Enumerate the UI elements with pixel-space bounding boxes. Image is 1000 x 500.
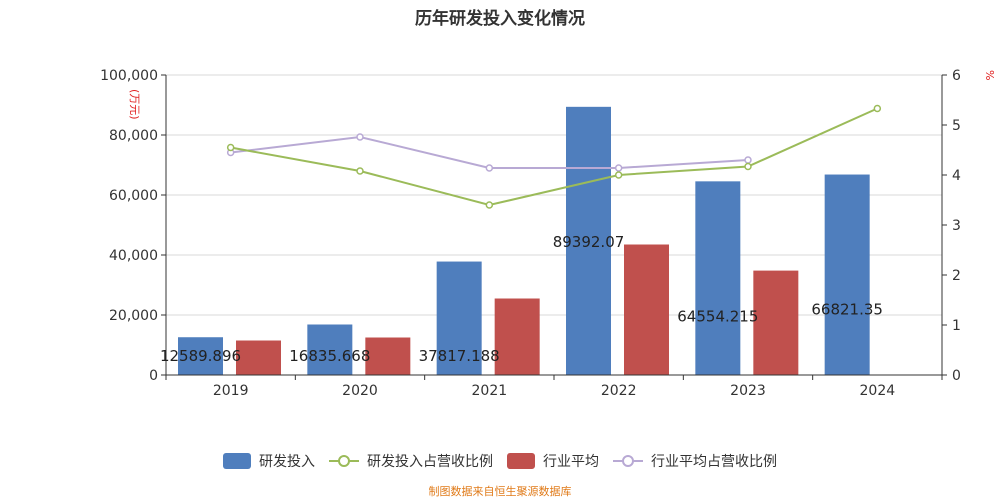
rd-ratio-point <box>485 201 494 209</box>
industry-ratio-point <box>744 156 752 164</box>
rd-ratio-line <box>230 107 878 207</box>
bar-rd <box>436 261 482 375</box>
legend-item-rd[interactable]: 研发投入 <box>223 451 315 471</box>
legend-item-industry-ratio[interactable]: 行业平均占营收比例 <box>613 451 777 471</box>
y-left-tick-label: 80,000 <box>109 128 158 144</box>
data-label-rd: 89392.07 <box>553 233 625 251</box>
industry-ratio-point <box>614 164 623 172</box>
legend-swatch-industry <box>507 453 535 469</box>
bar-industry <box>753 270 799 375</box>
data-labels: 12589.896 16835.668 37817.188 89392.07 64554… <box>160 233 883 365</box>
data-label-rd: 64554.215 <box>677 307 758 325</box>
bar-rd <box>566 106 611 375</box>
legend-swatch-industry-ratio <box>613 455 643 467</box>
industry-ratio-line <box>230 135 749 169</box>
legend-label-rd-ratio: 研发投入占营收比例 <box>367 454 493 470</box>
x-tick-label: 2020 <box>342 383 378 399</box>
bar-industry <box>494 298 540 375</box>
bar-rd <box>824 174 870 375</box>
left-axis-unit: (万元) <box>128 89 141 120</box>
data-label-rd: 37817.188 <box>419 347 500 365</box>
y-right-tick-label: 5 <box>952 118 961 134</box>
right-axis-unit: % <box>983 70 996 80</box>
legend: 研发投入 研发投入占营收比例 行业平均 行业平均占营收比例 <box>0 450 1000 472</box>
legend-item-industry[interactable]: 行业平均 <box>507 451 599 471</box>
legend-label-industry-ratio: 行业平均占营收比例 <box>651 454 777 470</box>
rd-ratio-point <box>873 104 882 113</box>
rd-ratio-point <box>226 143 235 152</box>
bar-industry <box>236 340 281 375</box>
bar-industry <box>624 244 669 375</box>
chart-title: 历年研发投入变化情况 <box>415 9 585 29</box>
y-right-tick-label: 4 <box>952 168 961 184</box>
line-series <box>226 104 882 209</box>
source-note: 制图数据来自恒生聚源数据库 <box>428 485 572 498</box>
rd-ratio-point <box>744 162 752 171</box>
rd-ratio-point <box>614 171 623 179</box>
bar-rd <box>178 337 223 375</box>
bar-rd <box>307 324 353 375</box>
y-left-tick-label: 20,000 <box>109 308 158 324</box>
industry-ratio-point <box>485 164 494 172</box>
legend-label-rd: 研发投入 <box>259 454 315 470</box>
y-left-tick-label: 40,000 <box>109 248 158 264</box>
bar-industry <box>365 337 411 375</box>
x-tick-label: 2021 <box>472 383 508 399</box>
data-label-rd: 12589.896 <box>160 347 241 365</box>
y-right-tick-label: 0 <box>952 368 961 384</box>
legend-label-industry: 行业平均 <box>543 454 599 470</box>
data-label-rd: 16835.668 <box>289 347 370 365</box>
bar-series <box>178 106 870 375</box>
y-left-tick-label: 0 <box>149 368 158 384</box>
y-right-tick-label: 6 <box>952 68 961 84</box>
rd-ratio-point <box>356 167 364 175</box>
y-left-tick-label: 100,000 <box>100 68 158 84</box>
bar-rd <box>695 181 741 375</box>
y-right-tick-label: 3 <box>952 218 961 234</box>
data-label-rd: 66821.35 <box>811 301 883 319</box>
axes: 0 20,000 40,000 60,000 80,000 100,000 0 1 2 3 4 5 6 2… <box>100 68 961 399</box>
industry-ratio-point <box>356 133 364 141</box>
x-tick-label: 2023 <box>730 383 766 399</box>
legend-swatch-rd <box>223 453 251 469</box>
y-right-tick-label: 2 <box>952 268 961 284</box>
y-right-tick-label: 1 <box>952 318 961 334</box>
x-tick-label: 2024 <box>860 383 896 399</box>
legend-item-rd-ratio[interactable]: 研发投入占营收比例 <box>329 451 493 471</box>
y-left-tick-label: 60,000 <box>109 188 158 204</box>
legend-swatch-rd-ratio <box>329 455 359 467</box>
x-tick-label: 2022 <box>601 383 637 399</box>
x-tick-label: 2019 <box>213 383 249 399</box>
